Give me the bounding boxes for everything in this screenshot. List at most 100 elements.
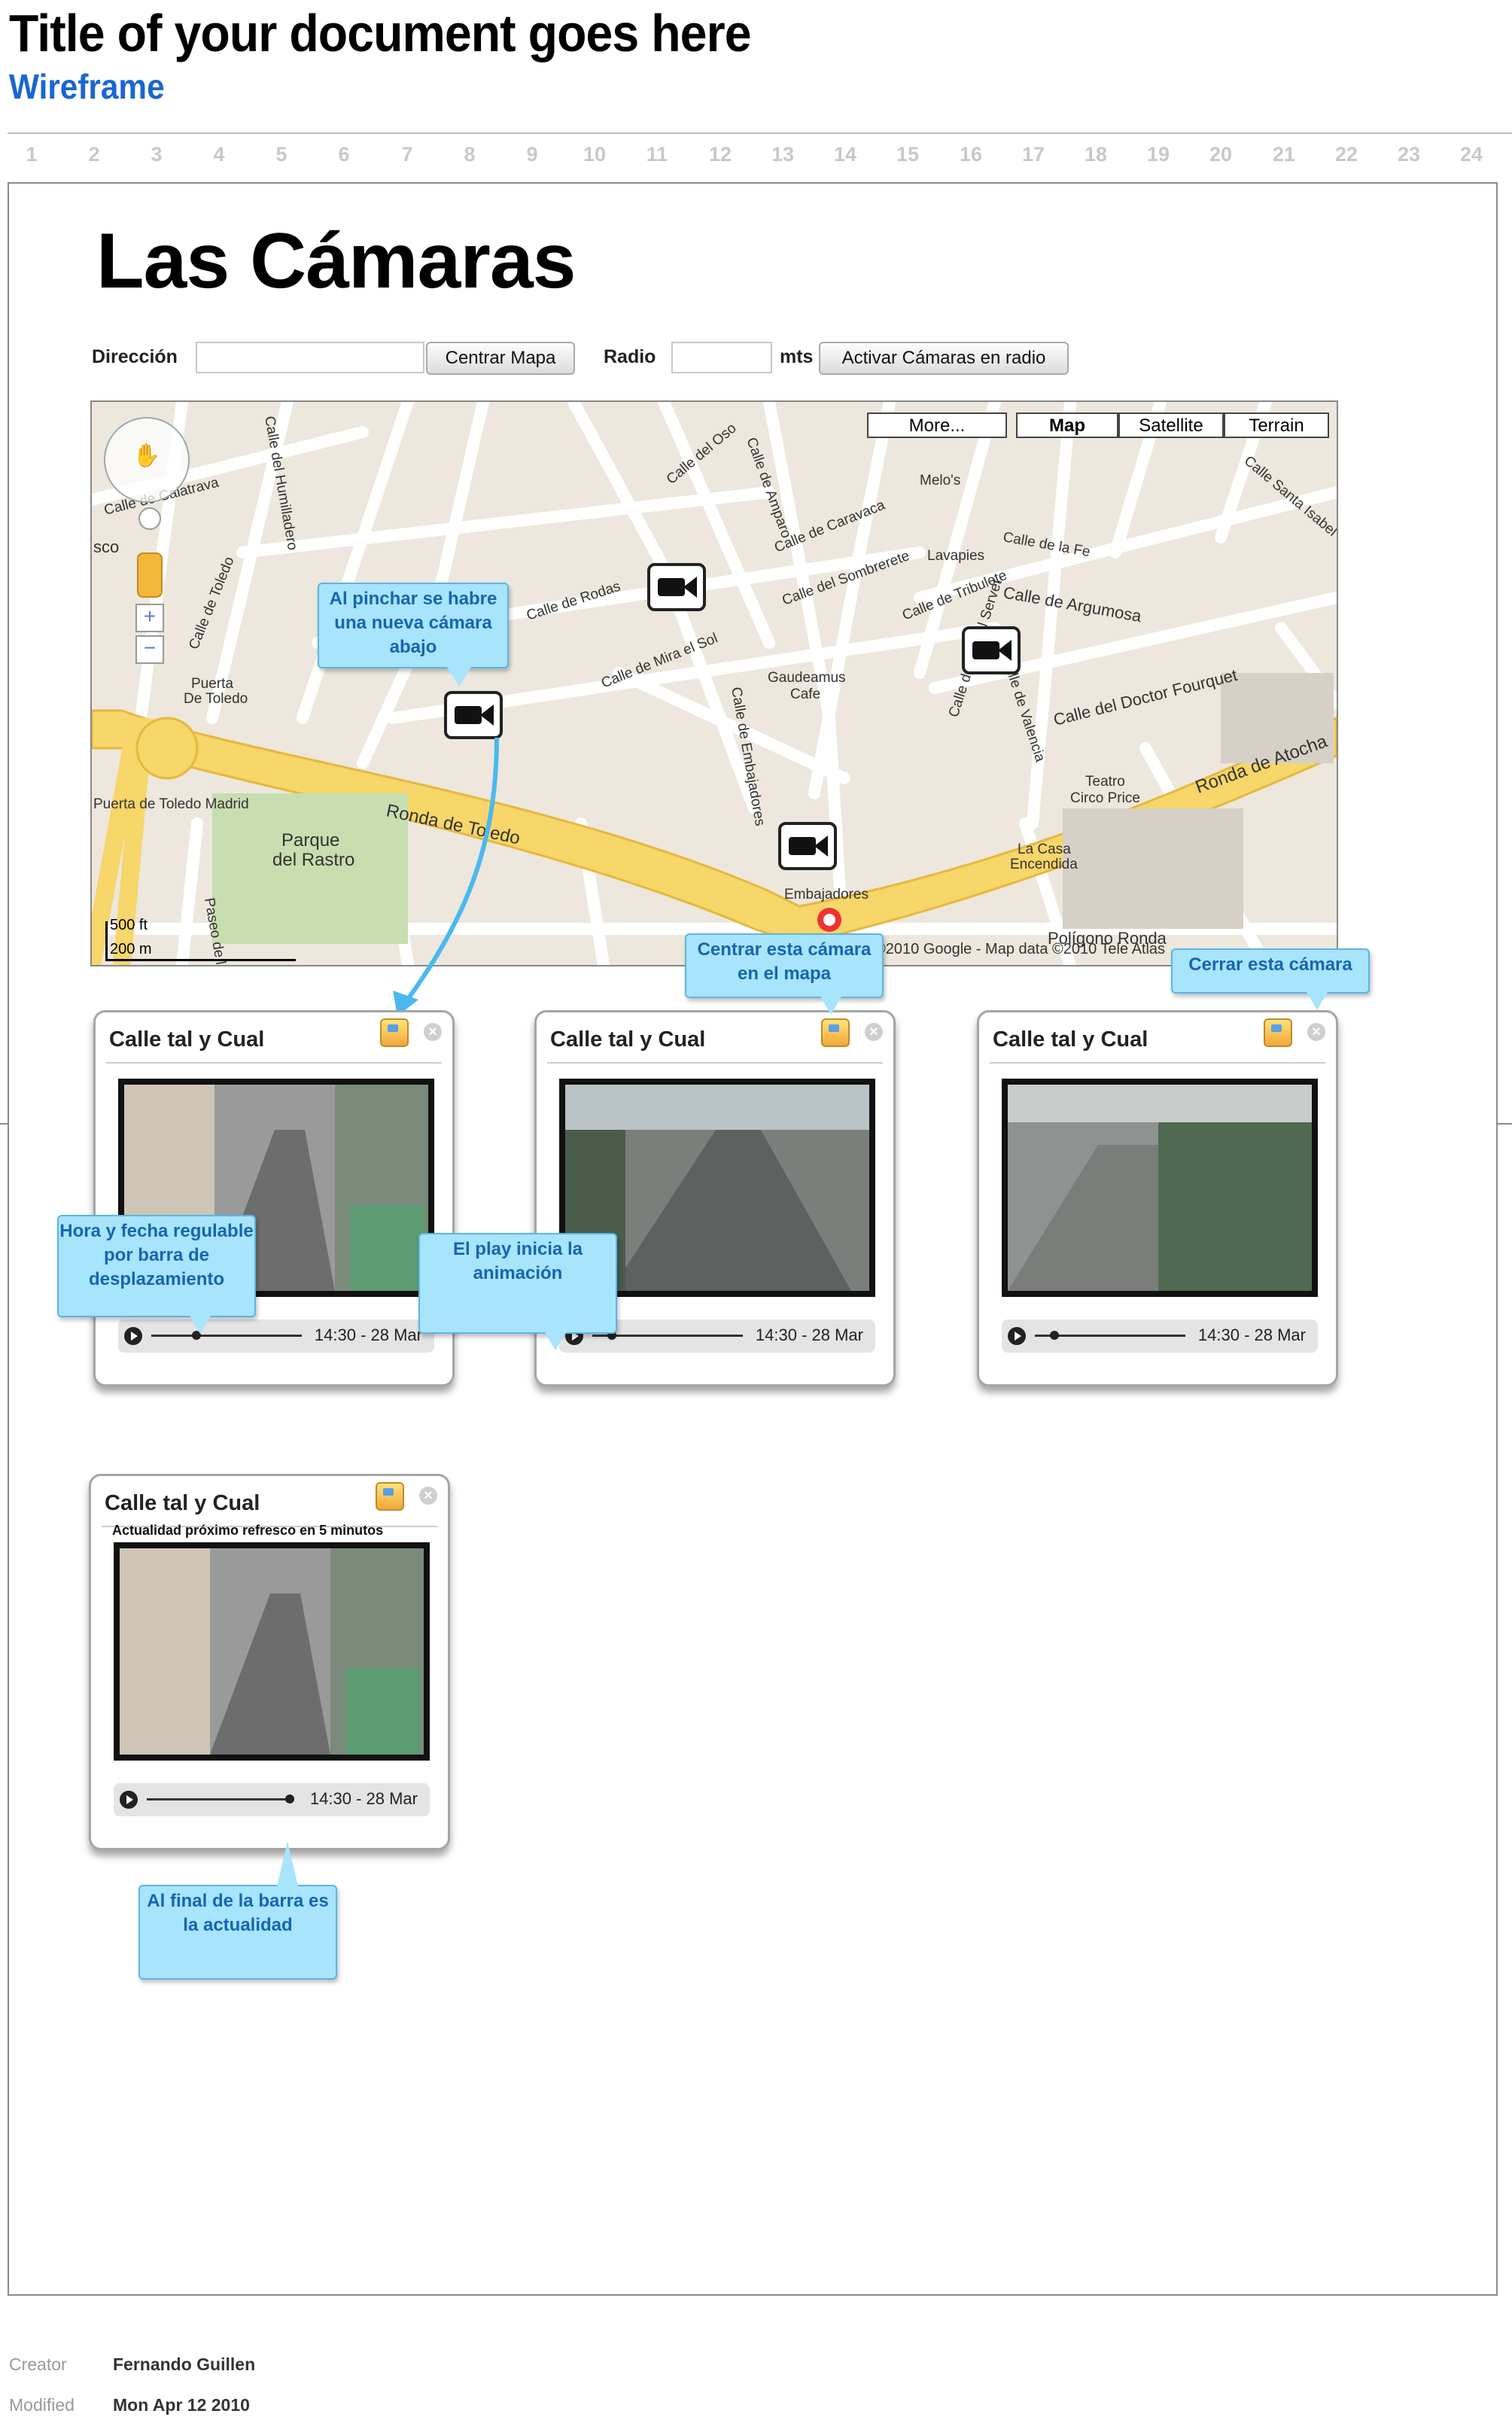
modified-value: Mon Apr 12 2010 [113,2395,250,2415]
center-map-icon[interactable] [376,1482,404,1511]
timeline-slider[interactable] [1035,1335,1185,1337]
center-map-icon[interactable] [1264,1018,1292,1047]
ruler-mark: 5 [275,143,287,166]
callout-tail [277,1841,298,1886]
svg-text:Circo Price: Circo Price [1070,790,1140,806]
callout-close-camera: Cerrar esta cámara [1171,948,1370,994]
timeline-time: 14:30 - 28 Mar [314,1326,422,1344]
document-title: Title of your document goes here [9,4,752,62]
direccion-input[interactable] [196,342,424,373]
map-view[interactable]: Calle de Calatrava Calle de Toledo Ronda… [90,400,1338,966]
document-subtitle: Wireframe [9,67,165,106]
pegman-icon[interactable] [137,552,163,598]
map-type-more[interactable]: More... [867,412,1007,438]
svg-text:De Toledo: De Toledo [184,691,248,707]
ruler-mark: 11 [646,143,668,166]
map-camera-marker[interactable] [647,563,706,611]
timeline-slider[interactable] [147,1798,290,1800]
timeline-slider[interactable] [151,1335,302,1337]
zoom-in-icon[interactable]: + [135,604,164,632]
ruler-mark: 6 [338,143,350,166]
timeline-time: 14:30 - 28 Mar [755,1326,863,1344]
card-divider [990,1062,1325,1064]
map-type-satellite[interactable]: Satellite [1118,412,1224,438]
svg-text:La Casa: La Casa [1018,842,1071,857]
camera-feed-image [559,1079,875,1297]
map-type-terrain[interactable]: Terrain [1224,412,1329,438]
radio-input[interactable] [671,342,772,373]
ruler-mark: 19 [1146,143,1170,166]
ruler-mark: 20 [1209,143,1233,166]
page-heading: Las Cámaras [96,218,577,305]
radio-unit: mts [780,346,814,367]
hand-icon: ✋ [132,443,161,468]
camera-card: Calle tal y Cual × 14:30 - 28 Mar [93,1010,455,1386]
map-type-map[interactable]: Map [1016,412,1118,438]
timeline-handle[interactable] [285,1794,294,1803]
header-divider [8,132,1512,134]
scale-m: 200 m [110,941,152,957]
arrow-connector [393,737,499,1016]
svg-text:Parque: Parque [281,830,339,851]
pan-control[interactable] [104,417,190,503]
zoom-reset-icon[interactable] [138,507,161,530]
callout-bar-end: Al final de la barra es la actualidad [138,1885,337,1980]
close-icon[interactable]: × [865,1023,883,1041]
radio-label: Radio [604,346,656,367]
map-camera-marker[interactable] [444,691,503,739]
callout-map-click: Al pinchar se habre una nueva cámara aba… [318,583,509,668]
ruler-mark: 9 [526,143,538,166]
camera-title: Calle tal y Cual [105,1491,260,1515]
play-icon[interactable] [124,1327,142,1345]
play-icon[interactable] [1008,1327,1026,1345]
svg-text:del Rastro: del Rastro [272,850,354,870]
ruler-mark: 13 [771,143,795,166]
play-icon[interactable] [120,1791,138,1809]
callout-tail [190,1316,211,1334]
ruler-mark: 23 [1397,143,1421,166]
creator-label: Creator [9,2354,67,2374]
center-map-icon[interactable] [821,1018,850,1047]
close-icon[interactable]: × [424,1023,442,1041]
ruler-mark: 24 [1459,143,1483,166]
zoom-out-icon[interactable]: − [135,635,164,664]
centrar-mapa-button[interactable]: Centrar Mapa [426,342,575,375]
activar-camaras-button[interactable]: Activar Cámaras en radio [819,342,1069,375]
camera-title: Calle tal y Cual [109,1027,265,1052]
map-streets: Calle de Calatrava Calle de Toledo Ronda… [92,402,1337,965]
ruler-mark: 22 [1334,143,1358,166]
svg-text:Puerta: Puerta [191,676,233,692]
close-icon[interactable]: × [419,1487,437,1505]
map-camera-marker[interactable] [778,822,837,870]
svg-text:Embajadores: Embajadores [784,887,869,902]
ruler-mark: 21 [1272,143,1296,166]
ruler-mark: 2 [88,143,100,166]
camera-title: Calle tal y Cual [993,1027,1148,1052]
callout-tail [1307,992,1328,1010]
ruler-mark: 18 [1084,143,1108,166]
camera-card: Calle tal y Cual × Actualidad próximo re… [89,1474,450,1850]
ruler-mark: 7 [401,143,413,166]
close-icon[interactable]: × [1307,1023,1325,1041]
frame-tick [0,1123,8,1125]
callout-tail [820,997,841,1015]
card-divider [102,1526,437,1527]
direccion-label: Dirección [92,346,178,367]
center-map-icon[interactable] [380,1018,409,1047]
camera-feed-image [114,1542,430,1761]
callout-tail [447,667,471,686]
ruler-mark: 16 [959,143,983,166]
modified-label: Modified [9,2395,75,2415]
map-camera-marker[interactable] [962,626,1021,674]
callout-time-scroll: Hora y fecha regulable por barra de desp… [57,1215,256,1317]
svg-text:Encendida: Encendida [1010,857,1078,872]
callout-play: El play inicia la animación [418,1233,617,1334]
timeline-slider[interactable] [592,1335,743,1337]
svg-text:Gaudeamus: Gaudeamus [768,670,846,686]
ruler-mark: 15 [896,143,920,166]
ruler-mark: 8 [464,143,476,166]
ruler-mark: 3 [151,143,163,166]
timeline-handle[interactable] [1050,1331,1059,1340]
camera-feed-image [1002,1079,1318,1297]
ruler-mark: 1 [26,143,38,166]
